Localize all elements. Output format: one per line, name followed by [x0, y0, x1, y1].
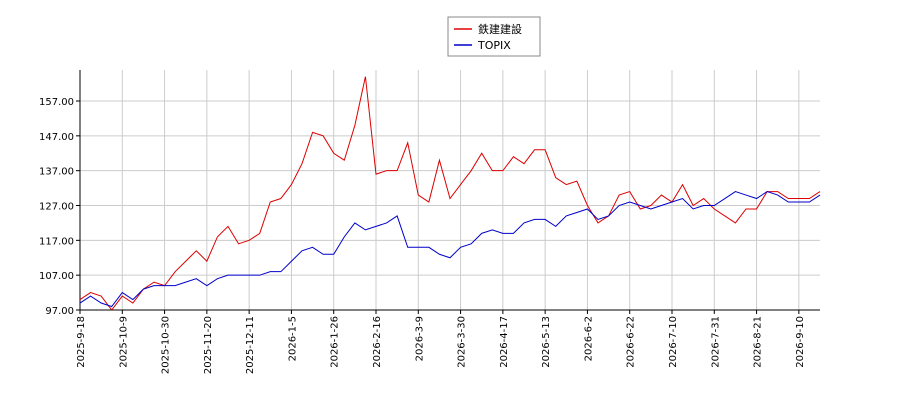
x-tick-label: 2026-3-30	[457, 316, 468, 368]
y-tick-label: 147.00	[39, 132, 74, 143]
y-tick-label: 127.00	[39, 202, 74, 213]
y-tick-label: 117.00	[39, 236, 74, 247]
legend-box	[447, 16, 541, 57]
series-line	[79, 76, 821, 311]
series-line	[79, 191, 821, 308]
x-tick-label: 2025-11-20	[203, 316, 214, 374]
x-tick-label: 2026-1-5	[287, 316, 298, 361]
y-tick-label: 157.00	[39, 97, 74, 108]
x-tick-label: 2026-8-21	[753, 316, 764, 368]
x-tick-label: 2026-3-9	[414, 316, 425, 361]
x-tick-label: 2026-2-16	[372, 316, 383, 368]
y-tick-label: 97.00	[45, 306, 74, 317]
legend-label: 鉄建建設	[478, 22, 522, 36]
x-tick-label: 2026-1-26	[330, 316, 341, 368]
x-tick-label: 2026-7-10	[668, 316, 679, 368]
x-tick-label: 2026-9-10	[795, 316, 806, 368]
x-tick-label: 2026-7-31	[710, 316, 721, 368]
legend-label: TOPIX	[477, 39, 511, 52]
x-tick-label: 2025-10-30	[161, 316, 172, 374]
x-tick-label: 2026-6-2	[583, 316, 594, 361]
axis	[79, 70, 820, 311]
x-tick-label: 2026-6-22	[626, 316, 637, 368]
x-tick-label: 2026-4-17	[499, 316, 510, 368]
y-tick-label: 137.00	[39, 167, 74, 178]
y-tick-label: 107.00	[39, 271, 74, 282]
x-tick-label: 2026-5-13	[541, 316, 552, 368]
x-tick-label: 2025-12-11	[245, 316, 256, 374]
x-tick-label: 2025-10-9	[118, 316, 129, 368]
x-tick-label: 2025-9-18	[76, 316, 87, 368]
